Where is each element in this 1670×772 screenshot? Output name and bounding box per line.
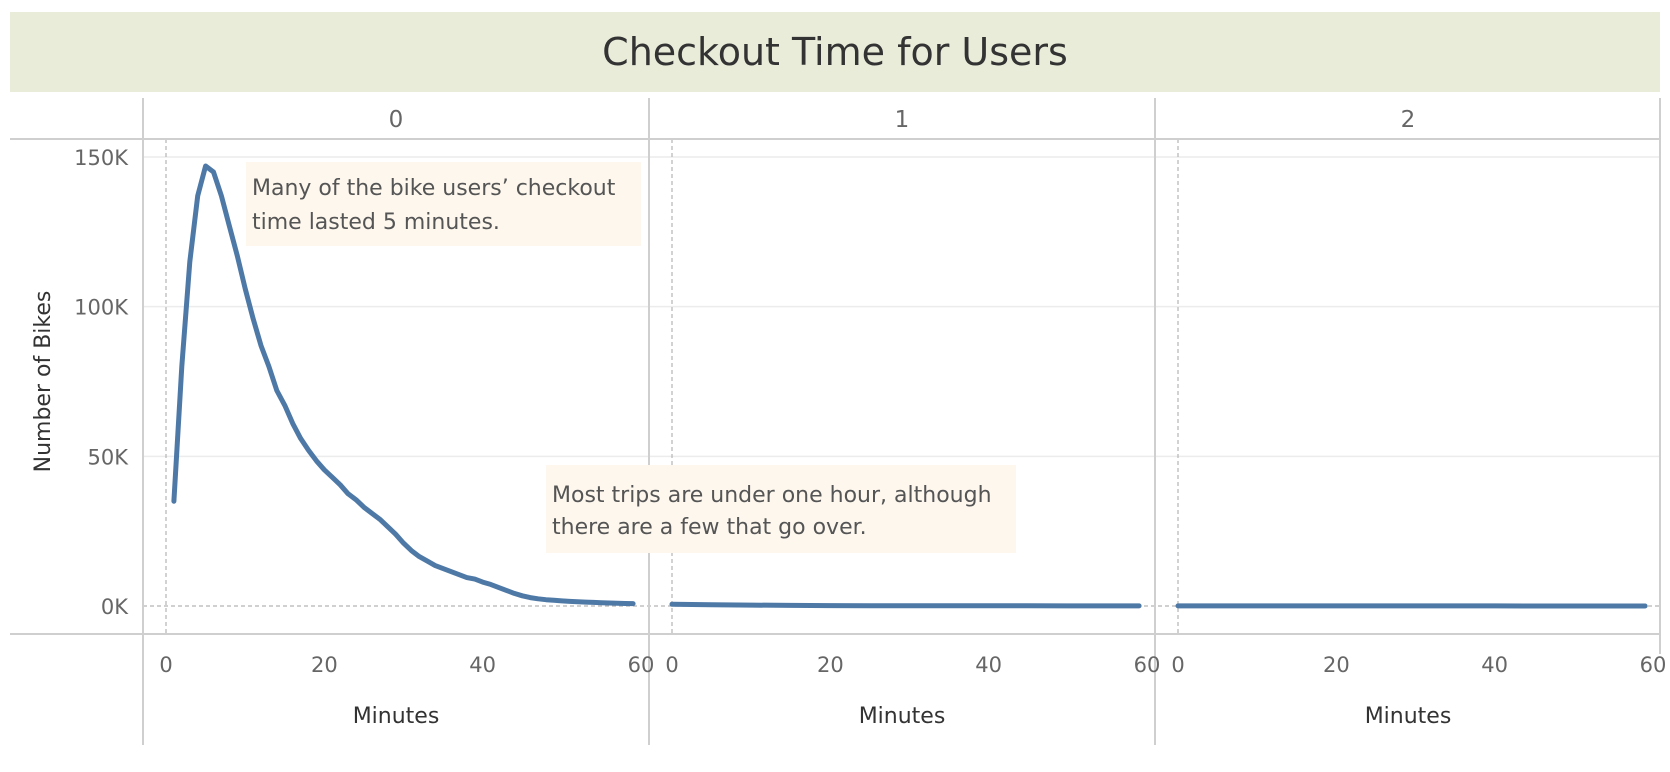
- x-tick-label: 0: [665, 653, 678, 677]
- panel-header-1: 1: [895, 107, 910, 133]
- annotation-hour-box: [546, 465, 1016, 553]
- x-tick-label: 0: [1171, 653, 1184, 677]
- panel-header-2: 2: [1401, 107, 1416, 133]
- chart-title: Checkout Time for Users: [602, 30, 1068, 74]
- y-tick-label: 0K: [101, 595, 129, 619]
- y-tick-label: 50K: [88, 445, 130, 469]
- x-tick-label: 60: [1134, 653, 1161, 677]
- x-tick-label: 20: [817, 653, 844, 677]
- annotations: Many of the bike users’ checkout time la…: [246, 162, 1016, 553]
- panel-frame: [10, 98, 1661, 745]
- chart-title-bar: Checkout Time for Users: [10, 12, 1660, 92]
- x-axis-title-2: Minutes: [1365, 704, 1452, 729]
- annotation-peak-line-2: time lasted 5 minutes.: [252, 210, 500, 235]
- x-tick-label: 60: [1640, 653, 1667, 677]
- x-tick-label: 40: [469, 653, 496, 677]
- y-axis-title: Number of Bikes: [31, 291, 56, 473]
- x-axis-title-0: Minutes: [353, 704, 440, 729]
- panel-header-0: 0: [389, 107, 404, 133]
- annotation-peak-box: [246, 162, 641, 246]
- x-axis-title-1: Minutes: [859, 704, 946, 729]
- x-tick-label: 40: [975, 653, 1002, 677]
- x-tick-label: 20: [1323, 653, 1350, 677]
- annotation-peak-line-1: Many of the bike users’ checkout: [252, 176, 616, 201]
- y-tick-label: 150K: [74, 146, 129, 170]
- x-tick-label: 0: [159, 653, 172, 677]
- axis-labels: 0 1 2 0K 50K 100K 150K Number of Bikes 0 20 40 60 Mi…: [31, 107, 1666, 729]
- series-line-panel-0: [171, 163, 636, 607]
- x-tick-label: 40: [1481, 653, 1508, 677]
- x-tick-label: 60: [628, 653, 655, 677]
- series-line-panel-1: [669, 601, 1142, 609]
- x-tick-label: 20: [311, 653, 338, 677]
- y-tick-label: 100K: [74, 296, 129, 320]
- series-lines: [171, 163, 1648, 609]
- annotation-hour-line-2: there are a few that go over.: [552, 515, 867, 540]
- annotation-hour-line-1: Most trips are under one hour, although: [552, 483, 992, 508]
